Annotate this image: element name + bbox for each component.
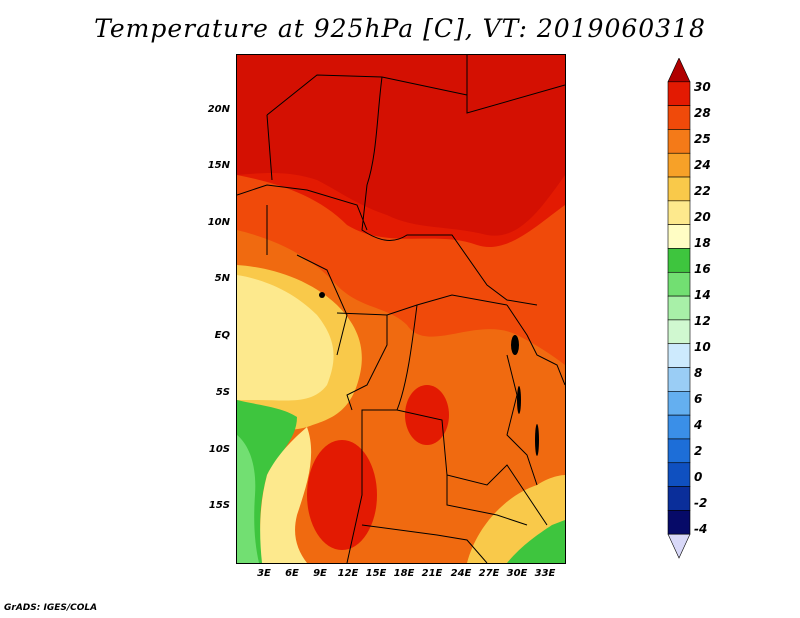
lon-label: 3E xyxy=(257,568,271,579)
lat-label: 15N xyxy=(207,160,230,171)
lat-label: 5N xyxy=(214,273,230,284)
lon-label: 9E xyxy=(313,568,327,579)
lat-label: 10S xyxy=(208,444,230,455)
field-se-green xyxy=(507,520,565,563)
colorbar-segment xyxy=(667,129,691,154)
colorbar-label: 22 xyxy=(694,184,711,198)
map-title: Temperature at 925hPa [C], VT: 201906031… xyxy=(94,14,706,43)
lon-label: 27E xyxy=(478,568,500,579)
colorbar-label: 25 xyxy=(694,132,711,146)
lat-label: 15S xyxy=(208,500,230,511)
colorbar-segment xyxy=(667,200,691,225)
field-congo-hot xyxy=(405,385,449,445)
colorbar-segment xyxy=(667,414,691,440)
field-namibia-pale xyxy=(260,427,312,563)
colorbar-label: 18 xyxy=(694,236,711,250)
lon-label: 21E xyxy=(421,568,443,579)
colorbar-segment xyxy=(667,224,691,249)
colorbar-label: 0 xyxy=(694,470,703,484)
colorbar-label: -4 xyxy=(694,522,708,536)
colorbar-label: 2 xyxy=(694,444,703,458)
country-borders xyxy=(237,55,565,563)
lon-label: 12E xyxy=(337,568,359,579)
lakes xyxy=(319,292,539,456)
colorbar-label: 24 xyxy=(694,158,711,172)
field-angola-hot xyxy=(307,440,377,550)
colorbar-label: 4 xyxy=(694,418,703,432)
colorbar-label: 30 xyxy=(694,80,711,94)
colorbar-segment xyxy=(667,176,691,202)
colorbar-segment xyxy=(667,462,691,487)
colorbar-segment xyxy=(667,533,691,559)
colorbar-segment xyxy=(667,510,691,535)
lon-label: 18E xyxy=(393,568,415,579)
lon-label: 24E xyxy=(450,568,472,579)
lon-label: 6E xyxy=(285,568,299,579)
footer-credit: GrADS: IGES/COLA xyxy=(4,603,98,613)
field-gabon-pale xyxy=(237,275,334,401)
lon-label: 33E xyxy=(534,568,556,579)
lat-label: EQ xyxy=(214,330,230,341)
colorbar-label: 8 xyxy=(694,366,703,380)
colorbar-label: 10 xyxy=(694,340,711,354)
colorbar-segment xyxy=(667,438,691,464)
colorbar-segment xyxy=(667,81,691,106)
temperature-field xyxy=(237,55,565,563)
colorbar xyxy=(667,58,691,559)
colorbar-segment xyxy=(667,367,691,392)
field-lightgreen-sw xyxy=(237,435,259,563)
colorbar-segment xyxy=(667,271,691,297)
lon-label: 30E xyxy=(506,568,528,579)
colorbar-label: 16 xyxy=(694,262,711,276)
map-plot-area[interactable] xyxy=(236,54,566,564)
colorbar-label: -2 xyxy=(694,496,708,510)
lat-label: 20N xyxy=(207,104,230,115)
lon-label: 15E xyxy=(365,568,387,579)
lat-label: 10N xyxy=(207,217,230,228)
colorbar-label: 14 xyxy=(694,288,711,302)
colorbar-segment xyxy=(667,319,691,345)
colorbar-segment xyxy=(667,295,691,321)
colorbar-segment xyxy=(667,486,691,511)
colorbar-segment xyxy=(667,58,691,83)
colorbar-segment xyxy=(667,248,691,273)
colorbar-label: 28 xyxy=(694,106,711,120)
colorbar-label: 12 xyxy=(694,314,711,328)
colorbar-label: 20 xyxy=(694,210,711,224)
lat-label: 5S xyxy=(215,387,230,398)
colorbar-segments xyxy=(667,58,691,559)
colorbar-segment xyxy=(667,391,691,416)
colorbar-segment xyxy=(667,343,691,368)
colorbar-segment xyxy=(667,152,691,178)
field-north-darkred xyxy=(237,55,565,236)
colorbar-segment xyxy=(667,105,691,130)
colorbar-label: 6 xyxy=(694,392,703,406)
